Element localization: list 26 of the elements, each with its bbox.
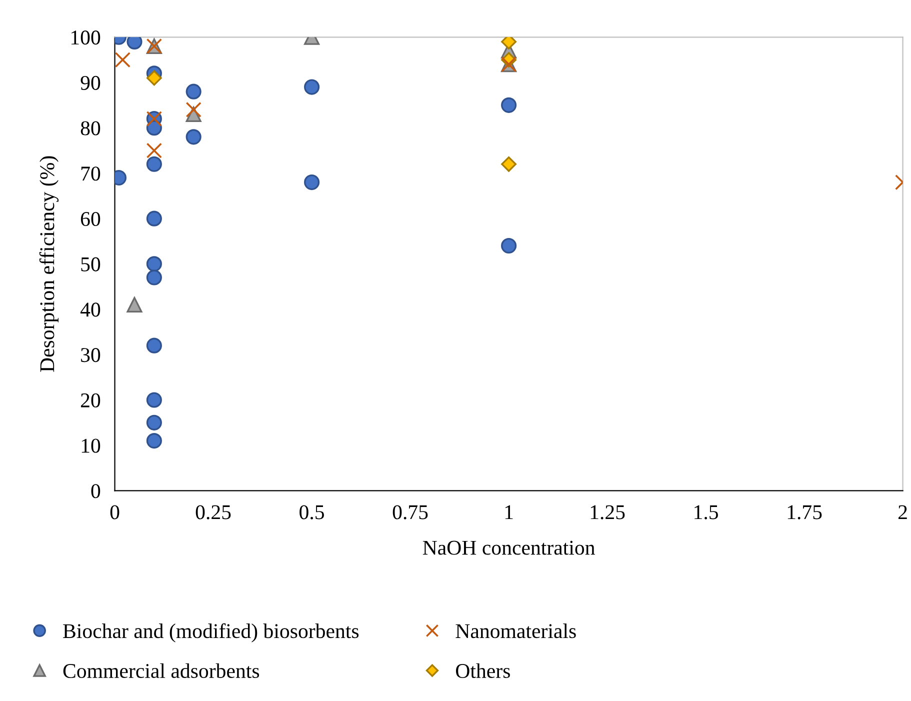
x-tick-label: 0 bbox=[110, 505, 120, 520]
y-tick-label: 40 bbox=[80, 302, 100, 317]
x-tick-label: 0.5 bbox=[300, 505, 324, 520]
legend-label: Others bbox=[456, 663, 510, 678]
x-tick-label: 2 bbox=[898, 505, 907, 520]
x-tick-label: 1.5 bbox=[694, 505, 718, 520]
y-tick-label: 10 bbox=[82, 438, 100, 453]
y-tick-label: 80 bbox=[80, 121, 100, 136]
x-axis-title: NaOH concentration bbox=[422, 540, 595, 555]
legend-label: Nanomaterials bbox=[456, 624, 576, 638]
x-tick-label: 1.75 bbox=[788, 505, 822, 520]
legend-label: Biochar and (modified) biosorbents bbox=[63, 623, 359, 642]
y-tick-label: 20 bbox=[80, 393, 100, 408]
x-tick-label: 0.75 bbox=[392, 505, 428, 520]
y-tick-label: 90 bbox=[80, 76, 100, 90]
x-tick-label: 1 bbox=[505, 505, 513, 520]
legend-label: Commercial adsorbents bbox=[63, 663, 260, 678]
y-axis-title: Desorption efficiency (%) bbox=[39, 156, 59, 372]
y-tick-label: 70 bbox=[81, 166, 100, 181]
y-tick-label: 0 bbox=[91, 484, 100, 498]
y-tick-label: 30 bbox=[81, 348, 100, 362]
y-tick-label: 60 bbox=[80, 212, 100, 226]
x-tick-label: 1.25 bbox=[590, 505, 625, 520]
x-tick-label: 0.25 bbox=[196, 505, 231, 520]
y-tick-label: 50 bbox=[81, 257, 100, 272]
y-tick-label: 100 bbox=[71, 30, 100, 45]
